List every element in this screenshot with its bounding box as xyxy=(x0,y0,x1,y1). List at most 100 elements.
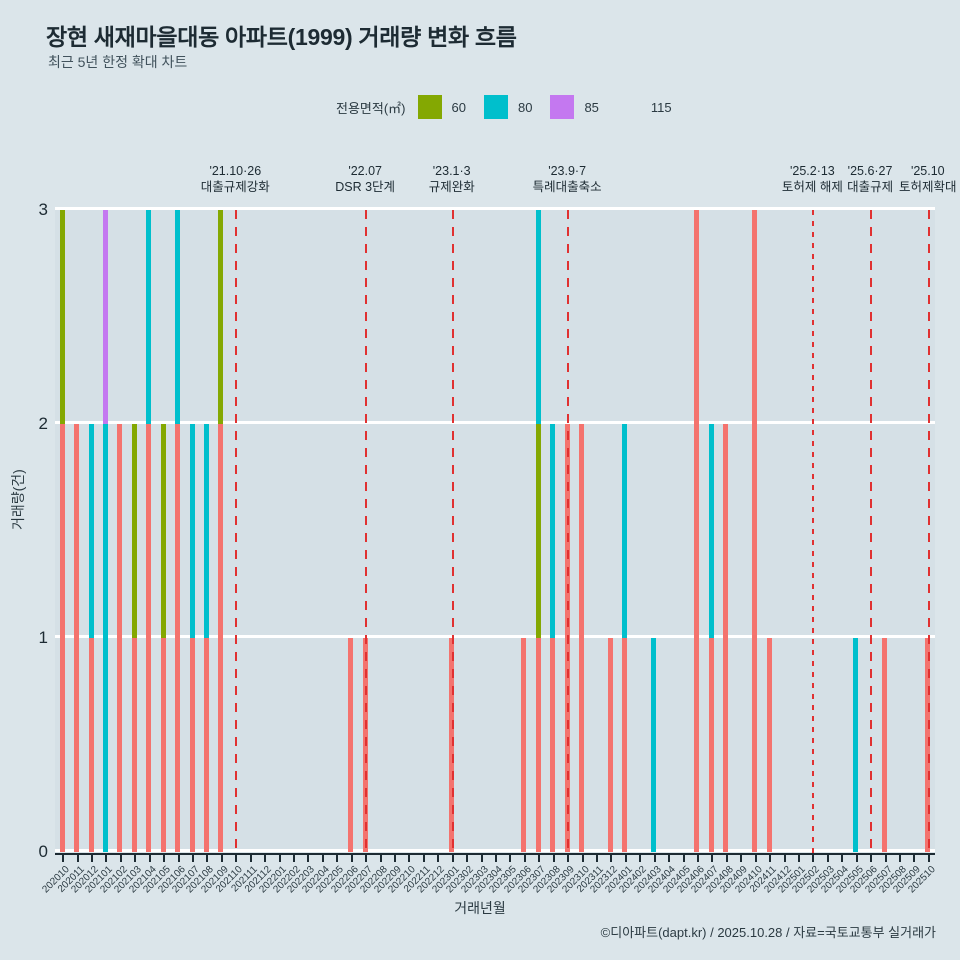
event-line-202510 xyxy=(927,210,930,855)
event-date: '25.2·13 xyxy=(789,164,835,178)
legend-item-115[interactable]: 115 xyxy=(617,95,690,119)
x-tick xyxy=(365,853,368,862)
x-tick xyxy=(725,853,728,862)
bar[interactable] xyxy=(102,210,108,852)
bar-segment-85 xyxy=(651,638,657,852)
event-label-202301: '23.1·3 규제완화 xyxy=(429,164,475,196)
x-tick xyxy=(437,853,440,862)
bar[interactable] xyxy=(622,424,628,852)
legend-item-80[interactable]: 80 xyxy=(483,95,550,119)
event-date: '23.9·7 xyxy=(548,164,587,178)
event-line-202309 xyxy=(567,210,570,855)
bar-segment-60 xyxy=(752,210,758,852)
bar[interactable] xyxy=(766,638,772,852)
x-tick xyxy=(379,853,382,862)
bar-segment-85 xyxy=(550,424,556,638)
y-tick-label-3: 3 xyxy=(38,200,48,219)
bar[interactable] xyxy=(535,210,541,852)
bar[interactable] xyxy=(694,210,700,852)
event-label-202110: '21.10·26 대출규제강화 xyxy=(201,164,270,196)
legend: 전용면적(㎡) 60 80 85 115 xyxy=(336,94,690,120)
x-tick xyxy=(119,853,122,862)
bar-segment-85 xyxy=(853,638,859,852)
bar[interactable] xyxy=(348,638,354,852)
y-tick-label-1: 1 xyxy=(38,628,48,647)
event-name: 토허제 해제 xyxy=(781,180,843,194)
x-tick xyxy=(740,853,743,862)
x-tick xyxy=(220,853,223,862)
gridline-y-0 xyxy=(55,849,935,852)
bar[interactable] xyxy=(175,210,181,852)
bar[interactable] xyxy=(708,424,714,852)
x-tick xyxy=(451,853,454,862)
legend-item-85[interactable]: 85 xyxy=(550,95,616,119)
bar[interactable] xyxy=(131,424,137,852)
event-name: 특례대출축소 xyxy=(532,180,602,194)
event-line-202110 xyxy=(235,210,238,855)
event-name: DSR 3단계 xyxy=(335,180,396,194)
x-tick xyxy=(682,853,685,862)
x-tick xyxy=(177,853,180,862)
bar[interactable] xyxy=(579,424,585,852)
x-tick xyxy=(826,853,829,862)
event-label-202510: '25.10 토허제확대 xyxy=(899,164,957,196)
bar[interactable] xyxy=(160,424,166,852)
bar-segment-85 xyxy=(189,424,195,638)
bar[interactable] xyxy=(88,424,94,852)
legend-swatch-60 xyxy=(417,95,442,119)
x-tick xyxy=(870,853,873,862)
bar-segment-60 xyxy=(348,638,354,852)
bar[interactable] xyxy=(752,210,758,852)
bar[interactable] xyxy=(521,638,527,852)
bar[interactable] xyxy=(117,424,123,852)
x-tick xyxy=(639,853,642,862)
event-date: '22.07 xyxy=(348,164,382,178)
x-tick xyxy=(206,853,209,862)
bar[interactable] xyxy=(59,210,65,852)
bar[interactable] xyxy=(74,424,80,852)
bar[interactable] xyxy=(607,638,613,852)
x-tick xyxy=(408,853,411,862)
x-tick xyxy=(321,853,324,862)
bar[interactable] xyxy=(203,424,209,852)
x-axis-title: 거래년월 xyxy=(454,900,506,916)
bar[interactable] xyxy=(853,638,859,852)
x-tick xyxy=(898,853,901,862)
bar[interactable] xyxy=(218,210,224,852)
x-tick xyxy=(913,853,916,862)
bar[interactable] xyxy=(651,638,657,852)
bar[interactable] xyxy=(146,210,152,852)
event-label-202309: '23.9·7 특례대출축소 xyxy=(533,164,602,196)
x-tick xyxy=(249,853,252,862)
bar[interactable] xyxy=(723,424,729,852)
bar-segment-85 xyxy=(535,210,541,424)
bar[interactable] xyxy=(550,424,556,852)
x-tick xyxy=(264,853,267,862)
x-tick xyxy=(235,853,238,862)
bar-segment-80 xyxy=(535,424,541,638)
x-tick xyxy=(653,853,656,862)
legend-label-115: 115 xyxy=(650,99,672,115)
chart-subtitle: 최근 5년 한정 확대 차트 xyxy=(48,54,188,70)
legend-label-85: 85 xyxy=(584,99,599,115)
x-tick xyxy=(567,853,570,862)
bar[interactable] xyxy=(189,424,195,852)
legend-item-60[interactable]: 60 xyxy=(417,95,484,119)
bar-segment-85 xyxy=(622,424,628,638)
bar-segment-60 xyxy=(579,424,585,852)
x-tick xyxy=(394,853,397,862)
x-tick xyxy=(466,853,469,862)
bar-segment-80 xyxy=(160,424,166,638)
x-tick xyxy=(797,853,800,862)
bar-segment-60 xyxy=(607,638,613,852)
x-tick xyxy=(350,853,353,862)
bar[interactable] xyxy=(882,638,887,852)
event-label-202502: '25.2·13 토허제 해제 xyxy=(782,164,843,196)
x-tick xyxy=(134,853,137,862)
bar-segment-60 xyxy=(189,638,195,852)
x-tick xyxy=(293,853,296,862)
x-tick xyxy=(62,853,65,862)
bar-segment-60 xyxy=(59,424,65,852)
x-tick xyxy=(711,853,714,862)
bar-segment-60 xyxy=(766,638,772,852)
